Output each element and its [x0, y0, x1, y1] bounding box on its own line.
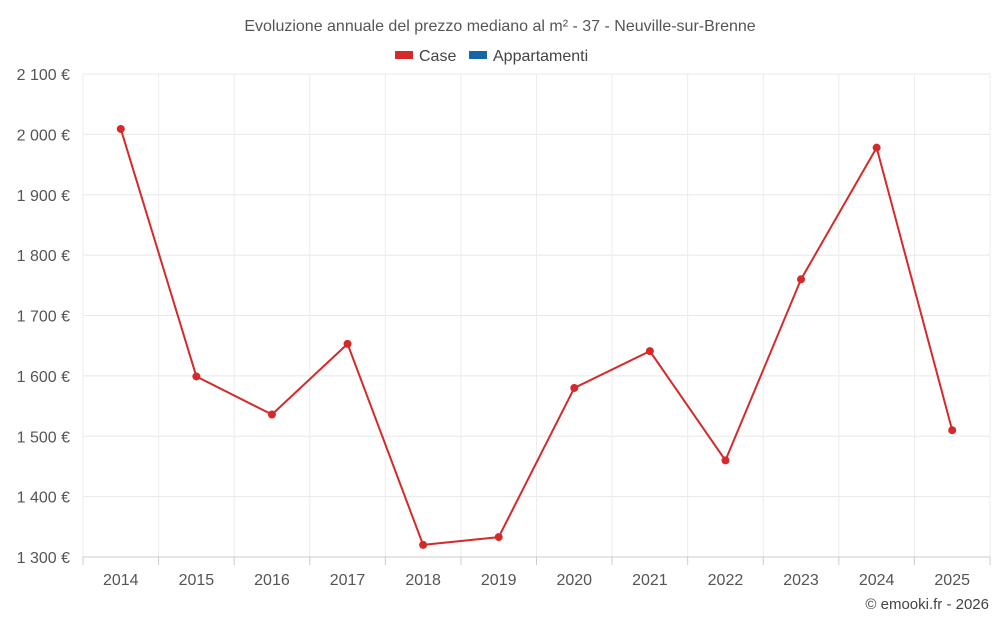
x-tick-label: 2016 [254, 572, 290, 589]
data-point[interactable] [116, 124, 125, 133]
legend-label-appartamenti: Appartamenti [493, 48, 588, 65]
y-tick-label: 1 700 € [17, 309, 70, 326]
y-tick-label: 1 400 € [17, 490, 70, 507]
chart-title: Evoluzione annuale del prezzo mediano al… [244, 18, 755, 35]
legend-swatch-case [395, 51, 413, 59]
y-tick-label: 1 500 € [17, 429, 70, 446]
data-point[interactable] [645, 347, 654, 356]
data-point[interactable] [570, 383, 579, 392]
x-tick-label: 2015 [179, 572, 215, 589]
grid [82, 73, 991, 557]
legend-swatch-appartamenti [469, 51, 487, 59]
y-tick-label: 1 300 € [17, 550, 70, 567]
y-tick-label: 2 100 € [17, 67, 70, 84]
series-line-case [119, 128, 954, 546]
x-tick-label: 2014 [103, 572, 139, 589]
x-tick-label: 2025 [934, 572, 970, 589]
data-point[interactable] [948, 426, 957, 435]
data-point[interactable] [419, 540, 428, 549]
data-point[interactable] [721, 456, 730, 465]
x-tick-label: 2019 [481, 572, 517, 589]
y-tick-label: 1 800 € [17, 248, 70, 265]
x-tick-label: 2020 [556, 572, 592, 589]
data-point[interactable] [797, 275, 806, 284]
x-tick-label: 2021 [632, 572, 668, 589]
legend-item-case[interactable]: Case [395, 48, 456, 65]
x-tick-label: 2024 [859, 572, 895, 589]
data-point[interactable] [267, 410, 276, 419]
data-point[interactable] [192, 372, 201, 381]
legend: Case Appartamenti [395, 48, 588, 65]
data-point[interactable] [343, 339, 352, 348]
x-tick-label: 2017 [330, 572, 366, 589]
legend-label-case: Case [419, 48, 456, 65]
x-tick-label: 2022 [708, 572, 744, 589]
x-tick-label: 2018 [405, 572, 441, 589]
credit-text: © emooki.fr - 2026 [865, 596, 989, 613]
data-point[interactable] [494, 533, 503, 542]
y-tick-label: 1 600 € [17, 369, 70, 386]
x-tick-label: 2023 [783, 572, 819, 589]
axes: 1 300 € 1 400 € 1 500 € 1 600 € 1 700 € 1 800… [17, 67, 991, 589]
y-tick-label: 1 900 € [17, 188, 70, 205]
data-point[interactable] [872, 143, 881, 152]
legend-item-appartamenti[interactable]: Appartamenti [469, 48, 588, 65]
y-tick-label: 2 000 € [17, 127, 70, 144]
series-layer [116, 124, 957, 549]
